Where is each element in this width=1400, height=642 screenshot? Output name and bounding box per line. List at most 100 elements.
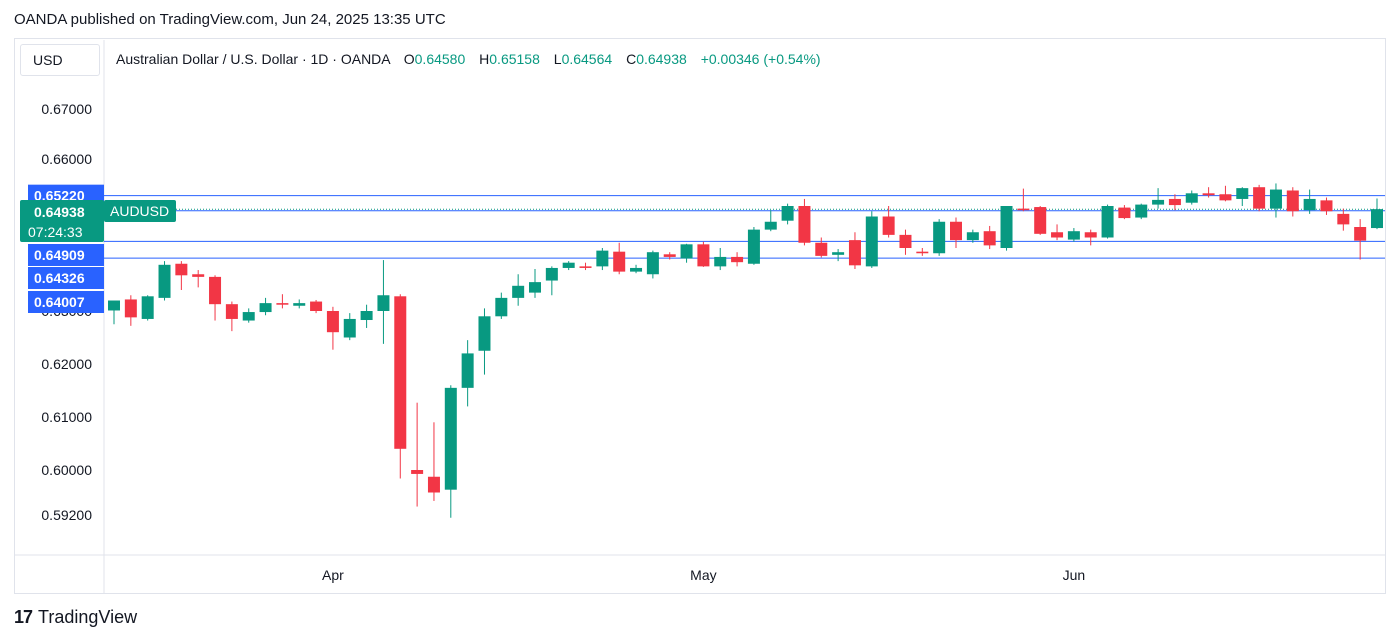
- tradingview-logo-icon: 17: [14, 607, 33, 627]
- candle: [630, 264, 643, 274]
- candle: [950, 217, 962, 248]
- price-tick-label: 0.66000: [41, 151, 92, 167]
- candle: [545, 266, 558, 296]
- candle: [764, 210, 777, 232]
- candle: [1017, 188, 1030, 212]
- candle: [596, 248, 609, 271]
- candle: [124, 295, 137, 326]
- candle: [966, 229, 979, 243]
- candle: [933, 219, 946, 256]
- candle: [326, 306, 339, 350]
- candle: [310, 299, 323, 314]
- candle: [714, 248, 727, 271]
- price-tick-label: 0.60000: [41, 462, 92, 478]
- candle: [259, 297, 272, 316]
- candle: [680, 243, 693, 263]
- horizontal-levels: [104, 195, 1385, 259]
- candle: [646, 250, 659, 279]
- candle: [394, 294, 407, 479]
- candle: [1034, 206, 1047, 235]
- candle: [427, 422, 440, 501]
- candle: [158, 261, 171, 301]
- candle: [865, 211, 878, 268]
- high-label: H: [479, 51, 490, 67]
- candle: [529, 269, 541, 298]
- svg-text:0.64909: 0.64909: [34, 247, 85, 263]
- candle: [815, 237, 828, 258]
- candle: [377, 260, 390, 344]
- close-value: 0.64938: [636, 51, 687, 67]
- candle: [899, 229, 912, 255]
- candle: [225, 301, 238, 332]
- candle: [108, 300, 120, 325]
- candle: [444, 385, 457, 518]
- candle: [697, 241, 710, 267]
- candle: [1051, 224, 1064, 241]
- candle: [360, 304, 373, 328]
- candle: [1219, 185, 1232, 202]
- candle: [1236, 187, 1249, 206]
- candle: [175, 261, 188, 290]
- candle: [343, 313, 356, 341]
- candle: [747, 227, 760, 265]
- candle: [1185, 190, 1198, 205]
- candle: [512, 274, 525, 306]
- candle: [1135, 203, 1148, 220]
- candle: [1269, 183, 1282, 218]
- price-tick-label: 0.62000: [41, 356, 92, 372]
- symbol-legend: Australian Dollar / U.S. Dollar · 1D · O…: [116, 51, 821, 67]
- candle: [1354, 219, 1367, 260]
- close-label: C: [626, 51, 637, 67]
- price-labels: 0.65220 0.64909 0.64326 0.64007 0.64938 07:24…: [20, 184, 176, 313]
- open-label: O: [403, 51, 415, 67]
- candle: [276, 294, 289, 309]
- price-level-label: 0.64326: [28, 267, 104, 289]
- candle: [1286, 187, 1299, 217]
- candle: [1168, 194, 1181, 211]
- low-label: L: [553, 51, 562, 67]
- price-level-label: 0.64909: [28, 244, 104, 266]
- candle: [1084, 229, 1097, 246]
- low-value: 0.64564: [561, 51, 613, 67]
- candle: [1337, 208, 1350, 231]
- candle: [1202, 187, 1215, 198]
- candle: [1303, 189, 1316, 214]
- candle: [242, 308, 255, 323]
- candle: [192, 270, 205, 288]
- currency-selector[interactable]: USD: [20, 44, 100, 76]
- publisher-header: OANDA published on TradingView.com, Jun …: [14, 11, 446, 28]
- countdown-value: 07:24:33: [28, 224, 83, 240]
- candle: [798, 198, 811, 246]
- symbol-name[interactable]: Australian Dollar / U.S. Dollar · 1D · O…: [116, 51, 390, 67]
- candle: [461, 340, 474, 407]
- candle: [411, 402, 424, 507]
- tradingview-logo[interactable]: 17 TradingView: [14, 607, 137, 628]
- high-value: 0.65158: [489, 51, 540, 67]
- time-axis: Apr May Jun: [322, 567, 1085, 583]
- open-value: 0.64580: [414, 51, 466, 67]
- brand-name: TradingView: [38, 607, 138, 627]
- candle: [613, 242, 626, 275]
- candle: [579, 262, 592, 271]
- candle: [781, 203, 794, 225]
- time-tick-label: May: [690, 567, 716, 583]
- price-tick-label: 0.61000: [41, 409, 92, 425]
- candle: [832, 249, 845, 262]
- current-price-value: 0.64938: [34, 204, 85, 220]
- candle: [495, 292, 508, 319]
- candle: [1067, 228, 1080, 242]
- candle: [1152, 188, 1165, 209]
- candle: [141, 295, 154, 321]
- candle: [1000, 206, 1013, 251]
- change-value: +0.00346 (+0.54%): [700, 51, 821, 67]
- candle: [209, 275, 222, 321]
- candle: [983, 225, 996, 250]
- candle: [478, 308, 491, 375]
- price-tick-label: 0.59200: [41, 507, 92, 523]
- time-tick-label: Jun: [1063, 567, 1086, 583]
- symbol-tag: AUDUSD: [110, 203, 169, 219]
- candles: [108, 183, 1383, 518]
- candle: [882, 206, 895, 238]
- candle: [562, 261, 575, 271]
